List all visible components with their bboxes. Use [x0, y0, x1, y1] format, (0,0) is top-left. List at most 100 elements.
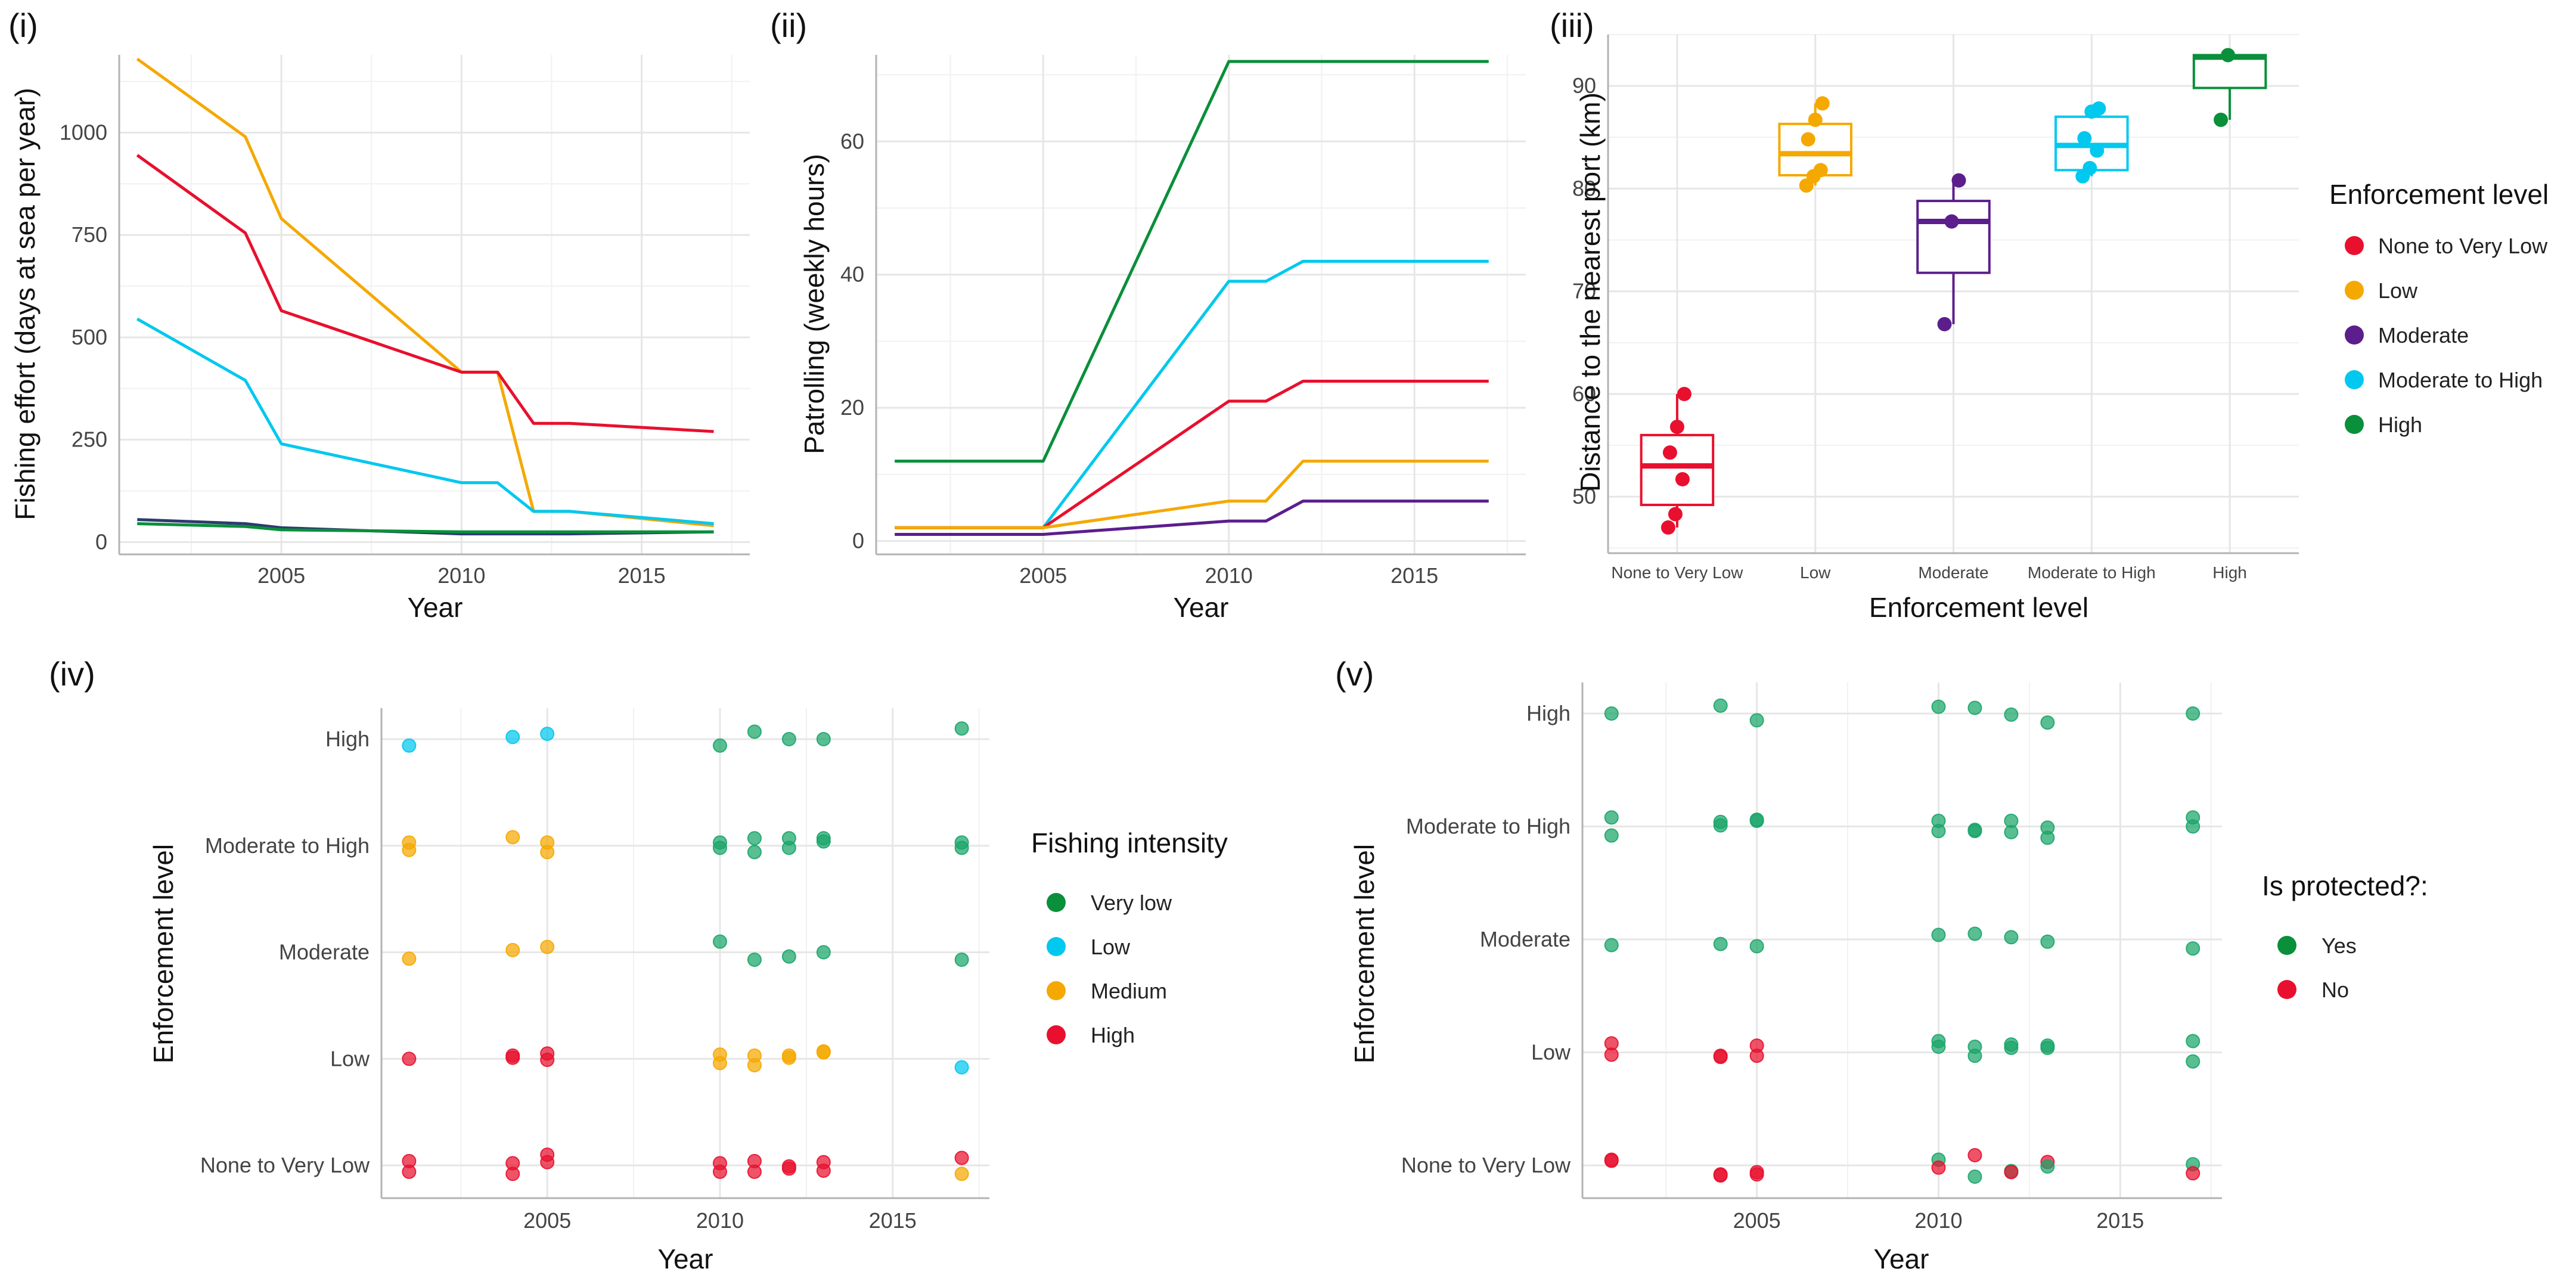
data-point-very-low [747, 831, 762, 846]
data-point-no [1749, 1167, 1764, 1182]
x-tick-label: None to Very Low [1611, 563, 1743, 582]
y-axis-title: Fishing effort (days at sea per year) [10, 88, 41, 520]
panel-v: 2005 2010 2015 None to Very Low Low Moderate M… [1335, 655, 2428, 1274]
y-tick-label: None to Very Low [1401, 1153, 1571, 1177]
data-point-very-low [781, 840, 796, 855]
x-axis-title: Year [408, 592, 463, 623]
x-tick-label: 2010 [437, 563, 485, 588]
legend-is-protected: Is protected?: Yes No [2262, 870, 2428, 1002]
panel-label: (iv) [49, 655, 95, 693]
data-point-high [781, 1161, 796, 1176]
data-point-yes [1604, 828, 1619, 843]
data-point-yes [2004, 707, 2019, 722]
x-tick-label: Moderate [1918, 563, 1988, 582]
legend-key-no [2277, 980, 2296, 999]
data-point-yes [1713, 818, 1728, 833]
data-point-medium [747, 1057, 762, 1072]
box-none-to-very-low [1640, 386, 1715, 535]
data-point-low [954, 1060, 969, 1075]
legend-key-high [1047, 1025, 1066, 1044]
data-point [1937, 317, 1952, 331]
legend-title: Enforcement level [2329, 179, 2549, 210]
series-line-low [895, 460, 1489, 529]
data-point-no [2186, 1166, 2201, 1181]
series-line-high [895, 60, 1489, 463]
data-point-yes [1931, 1040, 1946, 1054]
panel-ii: 2005 2010 2015 0 20 40 60 (ii) Year Patrolling (w… [770, 7, 1526, 623]
y-tick-label: 40 [840, 262, 864, 287]
data-point-high [402, 1164, 417, 1179]
data-point-very-low [954, 840, 969, 855]
legend-label: Low [2378, 278, 2418, 303]
data-point-yes [2186, 1034, 2201, 1049]
x-tick-label: Moderate to High [2028, 563, 2156, 582]
data-point [2091, 101, 2106, 116]
y-axis-title: Patrolling (weekly hours) [799, 154, 830, 454]
data-point-yes [1749, 814, 1764, 829]
panel-label: (v) [1335, 655, 1374, 693]
x-tick-label: 2010 [696, 1208, 744, 1233]
data-point-yes [2040, 715, 2055, 730]
x-axis-title: Enforcement level [1869, 592, 2088, 623]
y-tick-label: 1000 [60, 120, 107, 145]
data-point-yes [1967, 824, 1982, 839]
data-point-high [402, 1052, 417, 1066]
x-tick-label: 2015 [1391, 563, 1438, 588]
legend-key-very-low [1047, 893, 1066, 912]
data-point [1661, 520, 1675, 535]
data-point-yes [1967, 700, 1982, 715]
data-point-yes [2186, 1054, 2201, 1069]
y-tick-label: High [1526, 701, 1571, 725]
data-point-high [505, 1167, 520, 1181]
legend-enforcement-level: Enforcement level None to Very Low Low Mode… [2329, 179, 2549, 437]
data-point-very-low [747, 724, 762, 739]
data-point-yes [1931, 824, 1946, 839]
series-line-moderate-to-high [136, 317, 714, 525]
data-point [1677, 386, 1692, 401]
data-point-very-low [712, 934, 727, 949]
data-point [2221, 48, 2236, 63]
data-point-yes [2040, 1159, 2055, 1174]
y-tick-label: Moderate [279, 940, 370, 964]
data-point-no [1604, 1153, 1619, 1168]
data-point-medium [816, 1045, 831, 1060]
data-point [1801, 132, 1815, 147]
data-point-yes [1604, 938, 1619, 953]
data-point-yes [1713, 698, 1728, 713]
data-point-very-low [816, 945, 831, 960]
y-axis-title: Enforcement level [1349, 844, 1380, 1063]
box-low [1778, 96, 1852, 193]
y-tick-label: 60 [1572, 381, 1596, 406]
data-point-very-low [954, 953, 969, 967]
panel-label: (i) [8, 7, 38, 44]
data-point-very-low [781, 732, 796, 746]
data-point-yes [1967, 1049, 1982, 1063]
panel-iii: 50 60 70 80 90 None to Very Low Low Moderate Mod… [1550, 7, 2549, 623]
data-point [1668, 507, 1683, 522]
x-tick-label: 2005 [523, 1208, 571, 1233]
y-tick-label: 20 [840, 395, 864, 420]
data-point [1675, 472, 1690, 486]
legend-title: Is protected?: [2262, 870, 2428, 901]
x-tick-label: 2015 [2096, 1208, 2144, 1233]
data-point-medium [954, 1167, 969, 1181]
data-point-high [505, 1050, 520, 1065]
data-point-yes [2004, 930, 2019, 945]
x-tick-label: 2005 [1733, 1208, 1781, 1233]
x-tick-label: 2015 [618, 563, 666, 588]
box-iqr [1640, 433, 1715, 507]
data-point [1951, 173, 1966, 188]
x-axis-title: Year [1174, 592, 1229, 623]
data-point-medium [781, 1050, 796, 1065]
legend-key-none-to-very-low [2345, 236, 2364, 255]
data-point-very-low [954, 721, 969, 736]
series-line-moderate [137, 518, 714, 536]
legend-key-moderate-to-high [2345, 370, 2364, 389]
y-tick-label: 50 [1572, 484, 1596, 508]
data-point-yes [1967, 1169, 1982, 1184]
series-line-moderate [895, 500, 1489, 536]
x-axis-title: Year [1874, 1243, 1929, 1274]
data-point-yes [1967, 926, 1982, 941]
x-tick-label: Low [1800, 563, 1831, 582]
x-tick-label: 2010 [1205, 563, 1253, 588]
